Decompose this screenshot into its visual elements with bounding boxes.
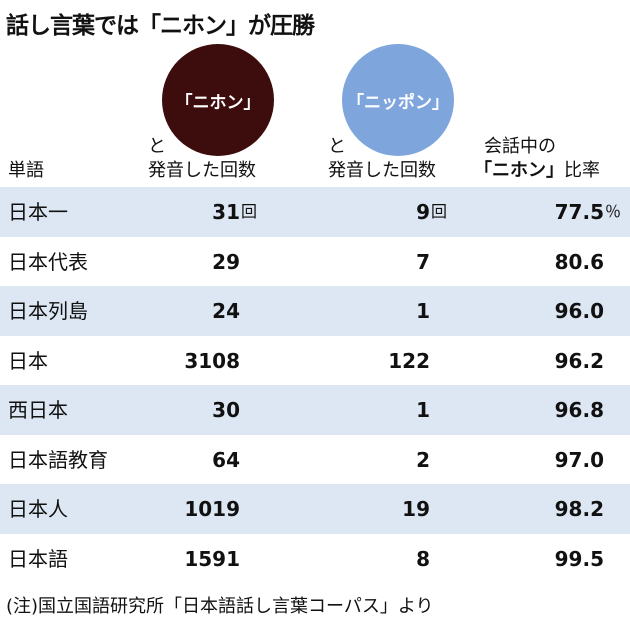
number: 1019 <box>184 497 240 521</box>
number-cell: 31 回 <box>212 187 257 237</box>
header-text: 発音した回数 <box>328 160 436 181</box>
number-cell: 1 <box>416 385 430 435</box>
number-cell: 19 <box>402 484 430 534</box>
header-text: 単語 <box>8 160 44 181</box>
number-cell: 96.8 <box>555 385 604 435</box>
table-row: 日本語教育 64 2 97.0 <box>0 435 630 485</box>
number-cell: 96.0 <box>555 286 604 336</box>
unit: ％ <box>605 202 622 221</box>
word-cell: 日本 <box>8 348 48 373</box>
number-cell: 99.5 <box>555 534 604 584</box>
table-row: 西日本 30 1 96.8 <box>0 385 630 435</box>
number: 19 <box>402 497 430 521</box>
number: 9 <box>416 200 430 224</box>
number: 96.2 <box>554 348 604 373</box>
title: 話し言葉では「ニホン」が圧勝 <box>6 13 315 39</box>
word-cell: 日本人 <box>8 497 68 521</box>
number: 31 <box>212 200 240 224</box>
number-cell: 3108 <box>184 336 240 386</box>
number-cell: 1 <box>416 286 430 336</box>
header-text: と <box>148 136 166 157</box>
number: 30 <box>212 398 240 422</box>
word-cell: 西日本 <box>8 398 68 422</box>
number-cell: 7 <box>416 237 430 287</box>
header-text: 発音した回数 <box>148 160 256 181</box>
number: 8 <box>416 546 430 571</box>
word-cell: 日本列島 <box>8 299 88 323</box>
number: 99.5 <box>554 546 604 571</box>
number-cell: 98.2 <box>555 484 604 534</box>
number: 96.0 <box>554 299 604 323</box>
unit: 回 <box>241 202 258 221</box>
word-cell: 日本代表 <box>8 249 88 274</box>
number-cell: 80.6 <box>555 237 604 287</box>
number-cell: 24 <box>212 286 240 336</box>
number: 2 <box>416 447 430 472</box>
number-cell: 64 <box>212 435 240 485</box>
number: 1591 <box>184 546 240 571</box>
number-cell: 1019 <box>184 484 240 534</box>
number-cell: 96.2 <box>555 336 604 386</box>
header-text: 「ニホン」比率 <box>474 156 600 182</box>
number: 29 <box>212 249 240 274</box>
word-cell: 日本一 <box>8 200 68 224</box>
table-row: 日本一 31 回 9 回 77.5 ％ <box>0 187 630 237</box>
number-cell: 1591 <box>184 534 240 584</box>
number-cell: 2 <box>416 435 430 485</box>
header-bold: 「ニホン」 <box>474 160 564 181</box>
table-row: 日本 3108 122 96.2 <box>0 336 630 386</box>
number-cell: 122 <box>388 336 430 386</box>
table-row: 日本人 1019 19 98.2 <box>0 484 630 534</box>
word-cell: 日本語教育 <box>8 447 108 472</box>
number: 3108 <box>184 348 240 373</box>
number: 77.5 <box>554 200 604 224</box>
number-cell: 30 <box>212 385 240 435</box>
number: 122 <box>388 348 430 373</box>
number: 98.2 <box>554 497 604 521</box>
nihon-badge: 「ニホン」 <box>162 44 274 156</box>
header-text: と <box>328 136 346 157</box>
table-row: 日本代表 29 7 80.6 <box>0 237 630 287</box>
number: 96.8 <box>554 398 604 422</box>
nippon-badge: 「ニッポン」 <box>342 44 454 156</box>
number-cell: 77.5 ％ <box>554 187 621 237</box>
number: 97.0 <box>554 447 604 472</box>
number: 1 <box>416 299 430 323</box>
number: 1 <box>416 398 430 422</box>
number: 64 <box>212 447 240 472</box>
number-cell: 97.0 <box>555 435 604 485</box>
number: 80.6 <box>554 249 604 274</box>
table-row: 日本列島 24 1 96.0 <box>0 286 630 336</box>
word-cell: 日本語 <box>8 546 68 571</box>
number-cell: 8 <box>416 534 430 584</box>
number-cell: 29 <box>212 237 240 287</box>
header-text: 比率 <box>564 160 600 181</box>
unit: 回 <box>431 202 448 221</box>
note: (注)国立国語研究所「日本語話し言葉コーパス」より <box>6 596 434 617</box>
number: 7 <box>416 249 430 274</box>
number: 24 <box>212 299 240 323</box>
table-row: 日本語 1591 8 99.5 <box>0 534 630 584</box>
header-text: 会話中の <box>484 136 556 157</box>
